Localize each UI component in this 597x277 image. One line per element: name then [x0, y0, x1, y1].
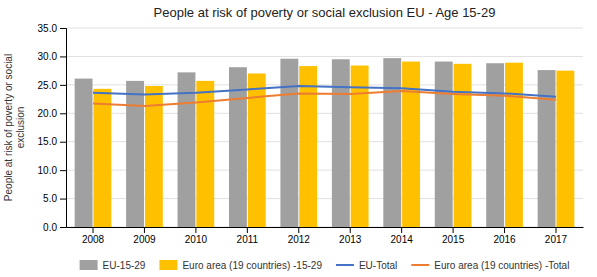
bar — [75, 79, 93, 227]
grid-line — [66, 28, 583, 29]
legend: EU-15-29 Euro area (19 countries) -15-29 E… — [80, 260, 570, 271]
x-tick: 2008 — [82, 227, 105, 245]
tick-mark — [453, 227, 454, 233]
y-axis: 0.0 5.0 10.0 15.0 20.0 25.0 30.0 35.0 — [38, 23, 67, 233]
y-tick: 35.0 — [38, 23, 66, 34]
x-axis: 2008 2009 2010 2011 2012 2013 2014 2015 2016 2017 — [67, 227, 584, 245]
tick-mark — [60, 28, 66, 29]
x-tick: 2016 — [493, 227, 516, 245]
x-tick: 2014 — [391, 227, 414, 245]
x-tick: 2013 — [339, 227, 362, 245]
bar — [486, 63, 504, 227]
tick-label: 25.0 — [38, 80, 58, 91]
tick-mark — [60, 85, 66, 86]
tick-mark — [93, 227, 94, 233]
tick-mark — [504, 227, 505, 233]
y-tick: 0.0 — [43, 222, 66, 233]
y-tick: 10.0 — [38, 165, 66, 176]
bar — [402, 62, 420, 227]
x-tick: 2012 — [288, 227, 311, 245]
x-tick: 2011 — [237, 227, 259, 245]
tick-mark — [60, 170, 66, 171]
y-tick: 20.0 — [38, 108, 66, 119]
title: People at risk of poverty or social excl… — [154, 5, 496, 20]
tick-label: 5.0 — [43, 193, 57, 204]
tick-label: 20.0 — [38, 108, 58, 119]
tick-mark — [350, 227, 351, 233]
bar — [332, 59, 350, 227]
x-tick: 2009 — [133, 227, 156, 245]
bar — [454, 64, 472, 227]
bar — [538, 70, 556, 227]
tick-mark — [60, 142, 66, 143]
legend-swatch — [336, 264, 354, 266]
legend-swatch — [411, 264, 429, 266]
chart-svg: 0.05.010.015.020.025.030.035.02008200920… — [0, 0, 597, 277]
x-tick: 2015 — [442, 227, 465, 245]
y-tick: 30.0 — [38, 51, 66, 62]
tick-label: 2014 — [391, 234, 414, 245]
y-tick: 15.0 — [38, 136, 66, 147]
tick-mark — [60, 199, 66, 200]
tick-label: 2011 — [237, 234, 259, 245]
tick-mark — [60, 227, 66, 228]
bar — [280, 59, 298, 227]
tick-label: 2010 — [185, 234, 208, 245]
bar — [383, 58, 401, 227]
legend-item: Euro area (19 countries) -15-29 — [159, 260, 322, 271]
legend-label: EU-Total — [359, 260, 397, 271]
legend-label: Euro area (19 countries) -Total — [434, 260, 569, 271]
tick-label: 35.0 — [38, 23, 58, 34]
bar — [435, 62, 453, 227]
bar — [126, 81, 144, 227]
legend-swatch — [159, 260, 177, 270]
legend-item: EU-15-29 — [80, 260, 146, 271]
tick-label: 2008 — [82, 234, 105, 245]
line — [93, 91, 556, 106]
tick-mark — [298, 227, 299, 233]
grid-line — [66, 56, 583, 57]
tick-label: 2009 — [133, 234, 156, 245]
tick-label: 2015 — [442, 234, 465, 245]
tick-label: 2013 — [339, 234, 362, 245]
tick-label: 2012 — [288, 234, 311, 245]
tick-mark — [60, 113, 66, 114]
tick-mark — [60, 56, 66, 57]
axis-domain — [60, 29, 67, 228]
bar — [93, 89, 111, 227]
bar — [145, 86, 163, 227]
tick-mark — [247, 227, 248, 233]
tick-mark — [401, 227, 402, 233]
bar — [299, 66, 317, 227]
y-tick: 5.0 — [43, 193, 66, 204]
legend-label: EU-15-29 — [103, 260, 146, 271]
tick-label: 10.0 — [38, 165, 58, 176]
tick-label: 2016 — [493, 234, 516, 245]
tick-label: 30.0 — [38, 51, 58, 62]
x-tick: 2017 — [545, 227, 568, 245]
legend-swatch — [80, 260, 98, 270]
legend-label: Euro area (19 countries) -15-29 — [182, 260, 322, 271]
bar-series — [75, 58, 556, 227]
y-tick: 25.0 — [38, 80, 66, 91]
marks — [75, 58, 575, 227]
bar — [505, 63, 523, 227]
tick-label: 2017 — [545, 234, 568, 245]
plot-area: 0.05.010.015.020.025.030.035.02008200920… — [38, 23, 584, 245]
y-axis-label: People at risk of poverty or socialexclu… — [3, 54, 26, 201]
tick-label: 15.0 — [38, 136, 58, 147]
bar — [178, 72, 196, 227]
grid — [66, 28, 583, 227]
tick-mark — [555, 227, 556, 233]
legend-item: Euro area (19 countries) -Total — [411, 260, 569, 271]
bar — [351, 66, 369, 227]
tick-label: 0.0 — [43, 222, 57, 233]
bar — [556, 71, 574, 227]
legend-item: EU-Total — [336, 260, 397, 271]
x-tick: 2010 — [185, 227, 208, 245]
bar-series — [93, 62, 574, 227]
tick-mark — [144, 227, 145, 233]
tick-mark — [195, 227, 196, 233]
